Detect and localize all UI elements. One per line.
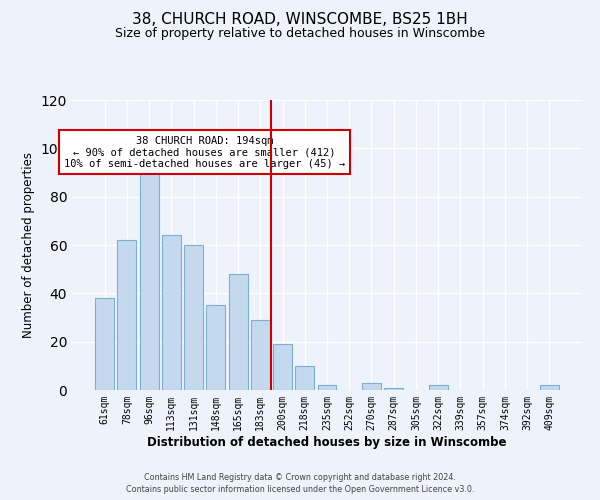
Bar: [95, 298, 114, 390]
Text: Contains HM Land Registry data © Crown copyright and database right 2024.: Contains HM Land Registry data © Crown c…: [144, 473, 456, 482]
Text: 38, CHURCH ROAD, WINSCOMBE, BS25 1BH: 38, CHURCH ROAD, WINSCOMBE, BS25 1BH: [132, 12, 468, 28]
Bar: [162, 236, 181, 390]
Text: Distribution of detached houses by size in Winscombe: Distribution of detached houses by size …: [147, 436, 507, 449]
Bar: [295, 366, 314, 390]
Bar: [229, 274, 248, 390]
Bar: [429, 385, 448, 390]
Bar: [273, 344, 292, 390]
Bar: [118, 240, 136, 390]
Text: 38 CHURCH ROAD: 194sqm
← 90% of detached houses are smaller (412)
10% of semi-de: 38 CHURCH ROAD: 194sqm ← 90% of detached…: [64, 136, 345, 169]
Bar: [317, 385, 337, 390]
Bar: [362, 383, 381, 390]
Bar: [251, 320, 270, 390]
Bar: [184, 245, 203, 390]
Y-axis label: Number of detached properties: Number of detached properties: [22, 152, 35, 338]
Text: Size of property relative to detached houses in Winscombe: Size of property relative to detached ho…: [115, 28, 485, 40]
Text: Contains public sector information licensed under the Open Government Licence v3: Contains public sector information licen…: [126, 484, 474, 494]
Bar: [206, 306, 225, 390]
Bar: [384, 388, 403, 390]
Bar: [540, 385, 559, 390]
Bar: [140, 166, 158, 390]
